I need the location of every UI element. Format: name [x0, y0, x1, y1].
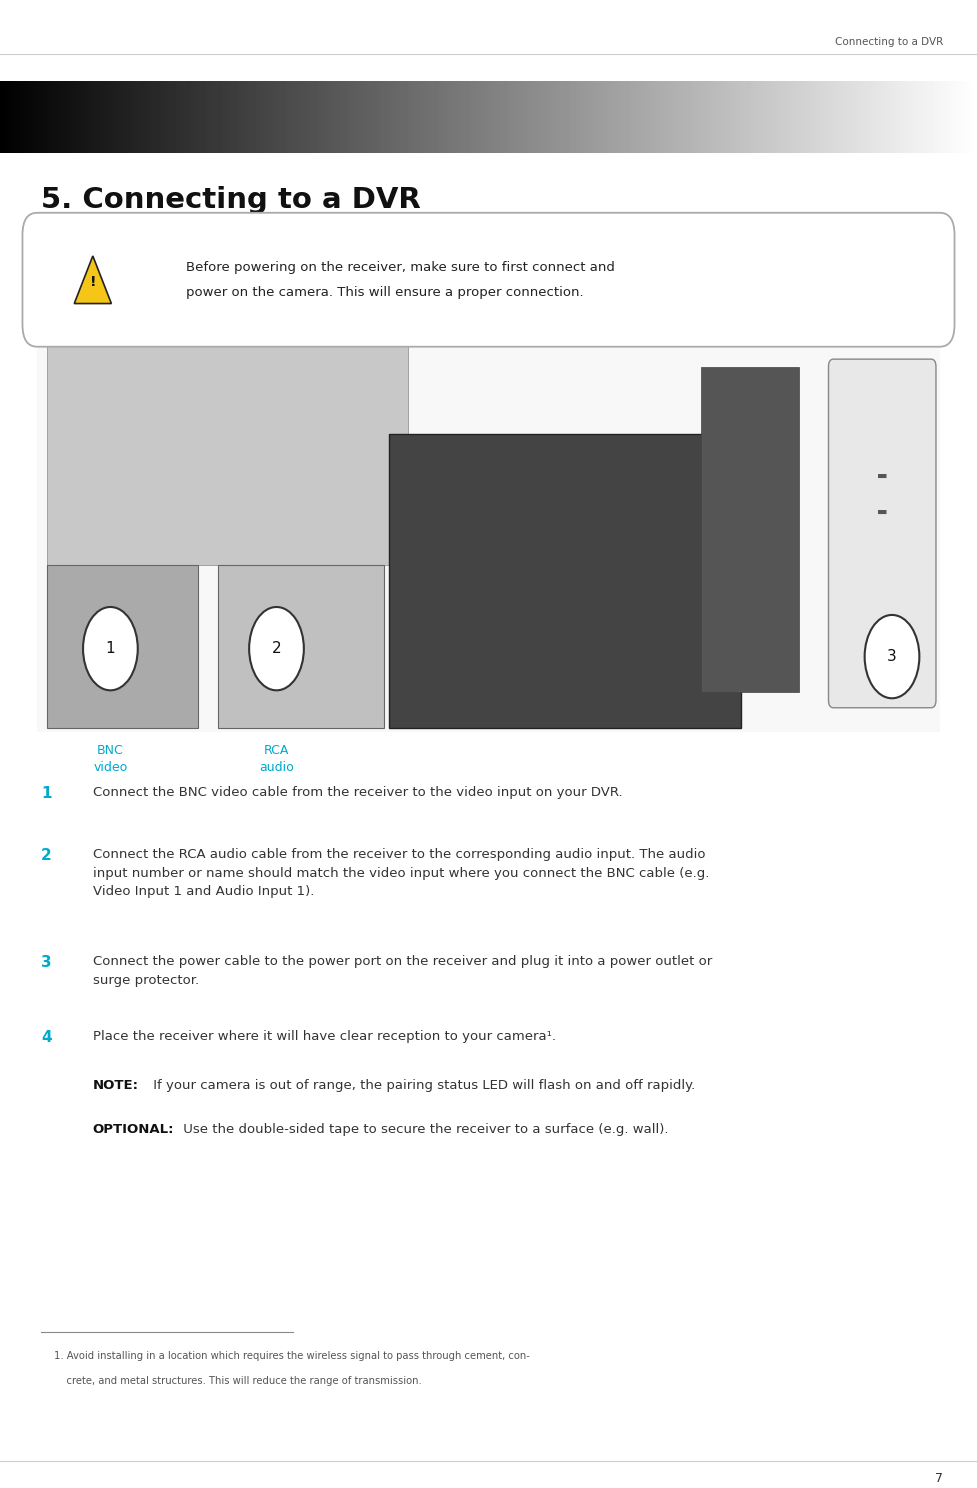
Circle shape [865, 615, 919, 698]
Text: 1. Avoid installing in a location which requires the wireless signal to pass thr: 1. Avoid installing in a location which … [54, 1351, 530, 1362]
Text: 1: 1 [106, 641, 115, 656]
Bar [701, 366, 799, 692]
Text: If your camera is out of range, the pairing status LED will flash on and off rap: If your camera is out of range, the pair… [149, 1079, 696, 1092]
Text: Connect the RCA audio cable from the receiver to the corresponding audio input. : Connect the RCA audio cable from the rec… [93, 848, 709, 899]
Text: !: ! [90, 275, 96, 289]
Text: 5. Connecting to a DVR: 5. Connecting to a DVR [41, 186, 421, 214]
Text: crete, and metal structures. This will reduce the range of transmission.: crete, and metal structures. This will r… [54, 1376, 421, 1387]
Text: Place the receiver where it will have clear reception to your camera¹.: Place the receiver where it will have cl… [93, 1030, 556, 1043]
Text: NOTE:: NOTE: [93, 1079, 139, 1092]
Bar [218, 565, 384, 728]
Bar [47, 342, 408, 565]
Bar [37, 335, 940, 732]
Text: Connect the BNC video cable from the receiver to the video input on your DVR.: Connect the BNC video cable from the rec… [93, 786, 622, 799]
FancyBboxPatch shape [828, 359, 936, 708]
Text: BNC
video: BNC video [93, 744, 128, 774]
Text: OPTIONAL:: OPTIONAL: [93, 1123, 174, 1137]
Text: RCA
audio: RCA audio [259, 744, 294, 774]
Text: Use the double-sided tape to secure the receiver to a surface (e.g. wall).: Use the double-sided tape to secure the … [179, 1123, 668, 1137]
Text: 1: 1 [41, 786, 52, 801]
Text: ▬

▬: ▬ ▬ [877, 470, 887, 516]
FancyBboxPatch shape [22, 213, 955, 347]
Circle shape [83, 607, 138, 690]
Text: Connect the power cable to the power port on the receiver and plug it into a pow: Connect the power cable to the power por… [93, 955, 712, 987]
Bar [47, 565, 198, 728]
Text: Connecting to a DVR: Connecting to a DVR [834, 37, 943, 48]
Bar [389, 434, 741, 728]
Text: 2: 2 [272, 641, 281, 656]
Text: 3: 3 [41, 955, 52, 970]
Text: Before powering on the receiver, make sure to first connect and: Before powering on the receiver, make su… [186, 260, 615, 274]
Polygon shape [74, 256, 111, 304]
Text: 4: 4 [41, 1030, 52, 1045]
Text: power on the camera. This will ensure a proper connection.: power on the camera. This will ensure a … [186, 286, 583, 299]
Text: 2: 2 [41, 848, 52, 863]
Circle shape [249, 607, 304, 690]
Text: 3: 3 [887, 649, 897, 664]
Text: 7: 7 [935, 1472, 943, 1485]
